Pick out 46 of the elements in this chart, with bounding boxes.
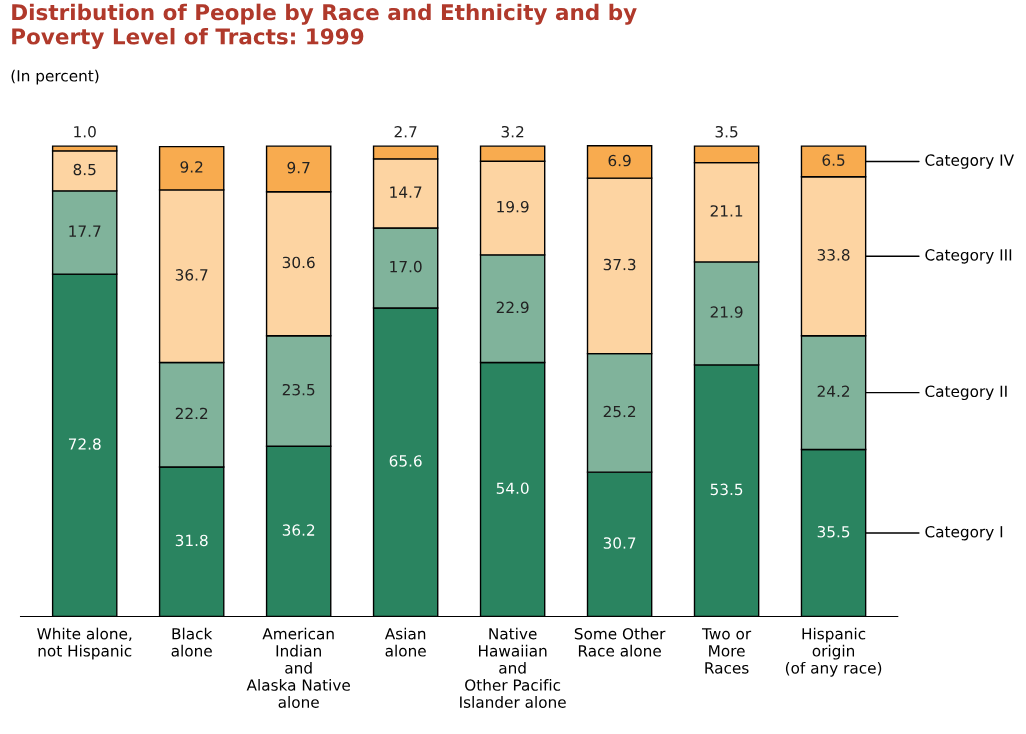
legend-label: Category II xyxy=(925,385,1007,401)
chart-title: Distribution of People by Race and Ethnicity and by Poverty Level of Tracts: 1999 xyxy=(12,3,637,49)
data-label: 30.7 xyxy=(603,537,636,549)
data-label: 22.2 xyxy=(175,407,208,419)
data-label: 36.2 xyxy=(282,524,315,536)
chart-subtitle: (In percent) xyxy=(11,69,99,85)
x-tick-label: White alone, not Hispanic xyxy=(37,627,132,660)
x-tick-label: American Indian and Alaska Native alone xyxy=(246,627,350,708)
data-label: 21.1 xyxy=(710,205,743,217)
data-label: 19.9 xyxy=(497,200,529,213)
x-tick-label: Hispanic origin (of any race) xyxy=(785,627,882,677)
data-label: 8.5 xyxy=(73,163,96,176)
data-label: 6.5 xyxy=(822,154,845,166)
data-label: 3.2 xyxy=(501,126,524,138)
data-label: 17.0 xyxy=(390,260,422,273)
data-label: 36.7 xyxy=(175,269,208,281)
legend-label: Category I xyxy=(925,525,1003,541)
data-label: 9.7 xyxy=(287,161,310,174)
x-tick-label: Two or More Races xyxy=(701,628,752,674)
data-label: 22.9 xyxy=(496,301,529,314)
data-label: 65.6 xyxy=(389,455,422,467)
data-label: 37.3 xyxy=(603,258,636,271)
x-tick-label: Black alone xyxy=(171,627,213,657)
data-label: 25.2 xyxy=(603,405,636,418)
x-tick-label: Some Other Race alone xyxy=(574,627,666,657)
data-label: 24.2 xyxy=(817,385,850,397)
data-label: 54.0 xyxy=(496,482,529,494)
data-label: 35.5 xyxy=(817,525,850,538)
data-label: 53.5 xyxy=(710,483,743,496)
data-label: 31.8 xyxy=(175,534,208,547)
legend-label: Category IV xyxy=(925,154,1014,169)
data-label: 33.8 xyxy=(817,249,850,261)
x-tick-label: Native Hawaiian and Other Pacific Islander alone xyxy=(460,627,566,708)
x-tick-label: Asian alone xyxy=(384,627,426,657)
data-label: 17.7 xyxy=(69,225,101,237)
data-label: 14.7 xyxy=(390,186,422,198)
data-label: 72.8 xyxy=(68,438,101,450)
data-label: 1.0 xyxy=(74,126,96,138)
data-label: 23.5 xyxy=(282,383,315,396)
data-label: 30.6 xyxy=(282,256,315,269)
legend-label: Category III xyxy=(925,249,1012,264)
data-label: 3.5 xyxy=(715,126,738,138)
data-label: 9.2 xyxy=(180,161,203,173)
data-label: 2.7 xyxy=(394,126,417,138)
data-label: 21.9 xyxy=(710,306,743,318)
data-label: 6.9 xyxy=(608,154,631,167)
